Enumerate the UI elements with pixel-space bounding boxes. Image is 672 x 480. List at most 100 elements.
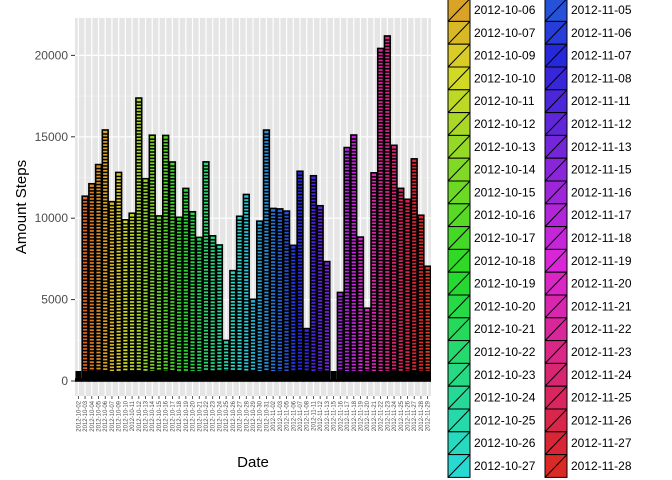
- y-axis: 0 5000 10000 15000 20000: [35, 48, 75, 388]
- bar: [303, 327, 311, 382]
- legend-label: 2012-10-12: [474, 117, 536, 131]
- x-tick-label: 2012-10-13: [144, 400, 150, 431]
- legend-label: 2012-10-13: [474, 140, 536, 154]
- legend-item: 2012-10-13: [447, 134, 536, 159]
- bar: [356, 236, 365, 382]
- x-tick-label: 2012-10-26: [231, 400, 237, 431]
- legend-label: 2012-10-15: [474, 185, 536, 199]
- bar: [195, 236, 203, 382]
- bar: [222, 339, 230, 382]
- legend-item: 2012-11-21: [544, 294, 632, 319]
- legend-item: 2012-10-22: [447, 340, 536, 364]
- legend-item: 2012-10-15: [447, 180, 536, 205]
- legend-label: 2012-11-22: [571, 322, 632, 336]
- legend-item: 2012-11-16: [544, 180, 632, 205]
- legend-item: 2012-11-19: [544, 248, 632, 273]
- bar: [88, 182, 96, 382]
- bar: [135, 97, 143, 382]
- legend-label: 2012-10-24: [474, 391, 536, 405]
- x-tick-label: 2012-11-02: [271, 400, 277, 431]
- legend-label: 2012-11-11: [571, 94, 631, 108]
- legend-label: 2012-10-09: [474, 49, 536, 63]
- legend-item: 2012-11-11: [544, 89, 631, 114]
- bar: [168, 161, 177, 382]
- y-axis-title: Amount Steps: [13, 160, 30, 254]
- x-tick-label: 2012-11-07: [298, 400, 304, 431]
- x-tick-label: 2012-11-03: [278, 400, 284, 431]
- x-tick-label: 2012-10-04: [90, 400, 96, 431]
- legend-item: 2012-11-24: [544, 362, 632, 387]
- bar: [370, 172, 378, 382]
- legend-label: 2012-10-21: [474, 322, 536, 336]
- x-tick-label: 2012-11-11: [311, 400, 317, 430]
- y-tick-label: 0: [61, 374, 68, 388]
- bar: [423, 265, 431, 382]
- legend-item: 2012-11-26: [544, 408, 632, 433]
- bar: [182, 187, 190, 382]
- legend-item: 2012-11-22: [544, 317, 632, 342]
- x-tick-label: 2012-10-12: [137, 400, 143, 431]
- x-tick-label: 2012-10-21: [197, 400, 203, 431]
- legend-label: 2012-10-19: [474, 277, 536, 291]
- legend-label: 2012-11-07: [571, 49, 632, 63]
- x-tick-label: 2012-11-12: [318, 400, 324, 431]
- bar: [343, 146, 351, 382]
- bar: [417, 214, 425, 382]
- legend-label: 2012-10-14: [474, 163, 536, 177]
- x-axis: 2012-10-02 2012-10-03 2012-10-04 2012-10-05…: [76, 396, 432, 432]
- legend-item: 2012-10-10: [447, 66, 536, 91]
- legend-item: 2012-11-25: [544, 385, 632, 410]
- bar: [114, 171, 123, 382]
- bar: [383, 35, 392, 382]
- legend-item: 2012-11-12: [544, 112, 632, 136]
- x-tick-label: 2012-11-21: [372, 400, 378, 431]
- x-tick-label: 2012-10-28: [244, 400, 250, 431]
- x-tick-label: 2012-10-19: [184, 400, 190, 431]
- bar: [148, 134, 156, 382]
- bar: [108, 200, 116, 382]
- legend-item: 2012-11-20: [544, 271, 632, 296]
- x-tick-label: 2012-11-20: [365, 400, 371, 431]
- x-tick-label: 2012-11-26: [405, 400, 411, 431]
- legend-label: 2012-11-17: [571, 208, 632, 222]
- bar: [262, 129, 271, 382]
- bar: [141, 177, 150, 382]
- legend-label: 2012-10-22: [474, 345, 536, 359]
- x-tick-label: 2012-11-28: [419, 400, 425, 431]
- x-tick-label: 2012-10-02: [76, 400, 82, 431]
- x-tick-label: 2012-10-09: [117, 400, 123, 431]
- legend-label: 2012-11-26: [571, 413, 632, 427]
- legend-item: 2012-11-27: [544, 431, 632, 456]
- x-tick-label: 2012-11-23: [385, 400, 391, 431]
- legend-item: 2012-11-06: [544, 20, 632, 45]
- bar: [215, 244, 224, 382]
- legend-label: 2012-11-21: [571, 299, 632, 313]
- legend: 2012-10-06 2012-10-07 2012-10-09 2012-10-10…: [447, 0, 632, 478]
- legend-label: 2012-10-20: [474, 299, 536, 313]
- legend-item: 2012-10-06: [447, 0, 536, 22]
- legend-label: 2012-11-05: [571, 3, 632, 17]
- legend-item: 2012-10-26: [447, 431, 536, 456]
- x-tick-label: 2012-11-25: [399, 400, 405, 431]
- x-tick-label: 2012-10-23: [211, 400, 217, 431]
- legend-item: 2012-10-24: [447, 385, 536, 410]
- bar: [403, 198, 412, 382]
- bar: [161, 134, 170, 382]
- legend-item: 2012-10-16: [447, 203, 536, 228]
- bar: [397, 187, 405, 382]
- legend-item: 2012-10-17: [447, 226, 536, 250]
- legend-label: 2012-10-18: [474, 254, 536, 268]
- bar: [276, 208, 284, 382]
- bar: [188, 210, 197, 382]
- x-tick-label: 2012-10-16: [164, 400, 170, 431]
- bar: [323, 260, 331, 382]
- legend-label: 2012-11-12: [571, 117, 632, 131]
- legend-label: 2012-10-23: [474, 368, 536, 382]
- bars: [75, 35, 431, 382]
- legend-item: 2012-10-12: [447, 112, 536, 136]
- x-tick-label: 2012-11-16: [338, 400, 344, 431]
- x-tick-label: 2012-10-22: [204, 400, 210, 431]
- legend-label: 2012-11-06: [571, 26, 632, 40]
- x-tick-label: 2012-10-25: [224, 400, 230, 431]
